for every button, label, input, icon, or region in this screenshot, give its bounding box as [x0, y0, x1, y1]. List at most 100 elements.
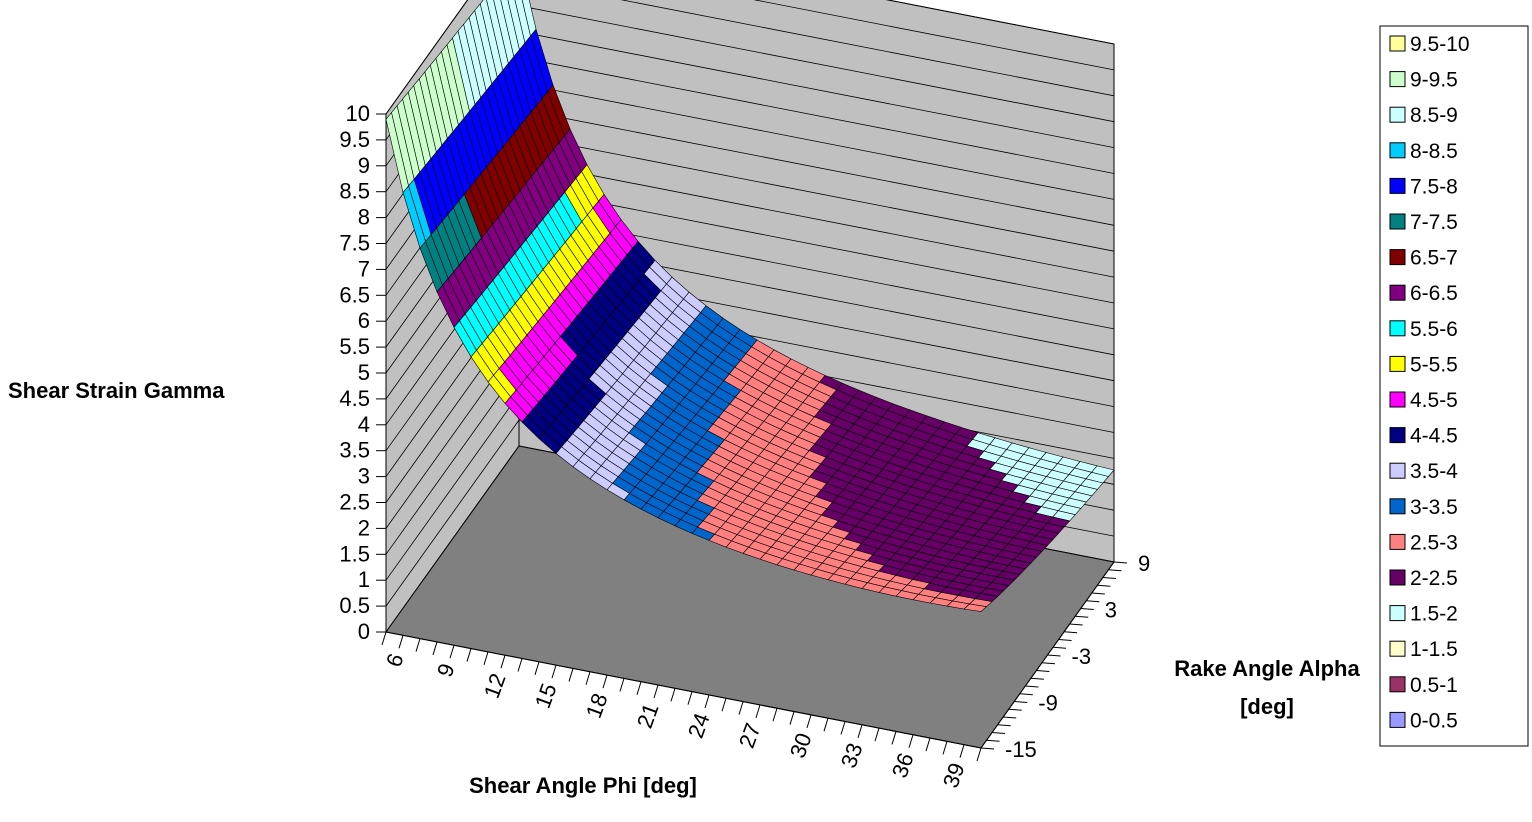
legend-label: 6-6.5	[1410, 282, 1458, 305]
y-tick	[992, 732, 1006, 734]
legend-label: 9.5-10	[1410, 33, 1470, 56]
x-tick-label: 6	[381, 650, 409, 670]
z-tick-label: 3	[358, 464, 370, 489]
x-tick	[398, 635, 404, 649]
x-tick-label: 12	[479, 670, 511, 702]
legend-swatch	[1389, 533, 1406, 550]
legend-label: 8.5-9	[1410, 104, 1458, 127]
x-tick	[653, 684, 659, 699]
surface-cell	[385, 111, 409, 194]
x-tick	[381, 631, 387, 646]
x-tick-label: 15	[530, 680, 562, 712]
x-tick	[738, 701, 744, 715]
x-axis-line	[385, 631, 982, 749]
x-tick	[602, 674, 608, 689]
x-tick	[517, 658, 523, 672]
x-tick	[449, 645, 455, 659]
legend-swatch	[1389, 35, 1406, 52]
z-tick-label: 5	[358, 360, 370, 385]
legend-label: 5.5-6	[1410, 318, 1458, 341]
z-tick-label: 5.5	[339, 334, 370, 359]
x-tick	[942, 741, 948, 755]
legend-swatch	[1389, 213, 1406, 230]
y-axis-title-line1: Rake Angle Alpha	[1174, 656, 1360, 681]
legend-swatch	[1389, 640, 1406, 657]
x-tick-label: 36	[887, 750, 919, 782]
y-tick-label: 3	[1105, 598, 1117, 623]
surface-mesh	[385, 0, 1115, 612]
x-tick	[432, 641, 438, 656]
legend-label: 2-2.5	[1410, 567, 1458, 590]
y-tick	[1069, 623, 1083, 626]
x-tick	[840, 721, 846, 735]
legend-swatch	[1389, 355, 1406, 372]
y-tick	[997, 724, 1011, 727]
y-tick	[1030, 677, 1044, 680]
y-axis: 93 -3 -9-15	[980, 551, 1150, 762]
x-tick	[976, 747, 982, 762]
legend-label: 5-5.5	[1410, 353, 1458, 376]
y-tick	[1075, 615, 1089, 618]
axis-titles: Shear Strain Gamma Shear Angle Phi [deg]…	[8, 378, 1360, 798]
z-tick-label: 4.5	[339, 386, 370, 411]
x-tick-label: 18	[581, 690, 613, 722]
x-tick	[636, 681, 642, 695]
y-tick	[1019, 693, 1033, 696]
x-tick-label: 21	[632, 700, 664, 732]
x-tick	[466, 648, 472, 662]
x-tick-label: 27	[734, 720, 766, 752]
legend-label: 4.5-5	[1410, 389, 1458, 412]
y-tick	[986, 739, 1000, 742]
legend-swatch	[1389, 142, 1406, 159]
z-tick-label: 1.5	[339, 541, 370, 566]
x-tick	[908, 734, 914, 748]
z-tick-label: 9.5	[339, 127, 370, 152]
legend-label: 4-4.5	[1410, 425, 1458, 448]
legend-label: 0.5-1	[1410, 674, 1458, 697]
legend-label: 3-3.5	[1410, 496, 1458, 519]
x-tick	[789, 711, 795, 725]
y-tick	[1091, 592, 1105, 595]
x-tick	[891, 731, 897, 745]
z-tick-label: 4	[358, 412, 370, 437]
x-tick	[755, 704, 761, 719]
x-tick	[670, 688, 676, 702]
z-gridline	[385, 0, 1115, 115]
x-axis-title: Shear Angle Phi [deg]	[469, 773, 697, 798]
legend: 9.5-10 9-9.5 8.5-9 8-8.5 7.5-8 7-7.5 6.5-7 6-6.…	[1379, 25, 1529, 747]
legend-swatch	[1389, 711, 1406, 728]
legend-swatch	[1389, 177, 1406, 194]
x-tick	[534, 661, 540, 675]
y-tick	[1113, 561, 1128, 564]
legend-swatch	[1389, 462, 1406, 479]
y-tick	[1102, 577, 1116, 579]
y-tick	[1025, 685, 1039, 688]
y-tick	[1014, 701, 1028, 703]
y-tick	[1058, 639, 1072, 641]
y-tick	[1064, 631, 1078, 634]
legend-swatch	[1389, 71, 1406, 88]
legend-label: 1.5-2	[1410, 603, 1458, 626]
x-tick-label: 24	[683, 710, 715, 742]
legend-swatch	[1389, 284, 1406, 301]
x-tick-label: 30	[785, 730, 817, 762]
x-tick	[959, 744, 965, 758]
z-tick-label: 7.5	[339, 231, 370, 256]
x-tick	[772, 708, 778, 722]
y-tick	[1008, 708, 1022, 711]
x-tick	[551, 664, 557, 679]
x-tick	[704, 694, 710, 709]
legend-label: 7.5-8	[1410, 175, 1458, 198]
legend-label: 3.5-4	[1410, 460, 1458, 483]
x-tick	[483, 651, 489, 666]
y-tick	[1053, 646, 1067, 649]
x-tick-label: 9	[432, 660, 460, 680]
x-tick	[857, 724, 863, 738]
x-tick	[687, 691, 693, 705]
z-tick-label: 0.5	[339, 593, 370, 618]
x-tick	[925, 737, 931, 752]
y-tick	[1108, 569, 1122, 572]
y-tick	[1047, 654, 1061, 657]
legend-label: 0-0.5	[1410, 709, 1458, 732]
legend-swatch	[1389, 106, 1406, 123]
